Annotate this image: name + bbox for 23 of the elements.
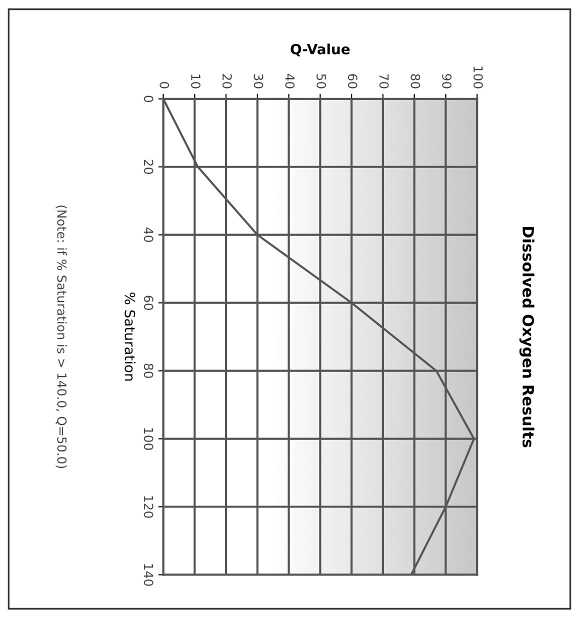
x-tick-label: 70: [379, 74, 389, 88]
text: (Note: if % Saturation is > 140.0, Q=50.0): [56, 206, 67, 468]
y-tick-label: 120: [144, 496, 154, 518]
x-tick-label: 90: [442, 74, 452, 88]
x-tick-label: 50: [316, 74, 326, 88]
y-axis-title: % Saturation: [124, 292, 136, 381]
x-tick-label: 60: [348, 74, 358, 88]
y-tick-label: 0: [144, 96, 154, 102]
x-tick-label: 100: [473, 66, 483, 88]
y-tick-label: 100: [144, 428, 154, 450]
y-tick-label: 40: [144, 228, 154, 242]
x-tick-label: 30: [254, 74, 264, 88]
x-axis-title: Q-Value: [290, 44, 350, 56]
x-tick-label: 20: [222, 74, 232, 88]
y-tick-label: 80: [144, 364, 154, 378]
y-tick-label: 60: [144, 296, 154, 310]
y-tick-label: 20: [144, 160, 154, 174]
text: Dissolved Oxygen Results: [519, 226, 534, 448]
x-tick-label: 0: [160, 82, 170, 88]
y-tick-label: 140: [144, 564, 154, 586]
x-tick-label: 10: [191, 74, 200, 88]
x-tick-label: 40: [285, 74, 295, 88]
x-tick-label: 80: [410, 74, 420, 88]
